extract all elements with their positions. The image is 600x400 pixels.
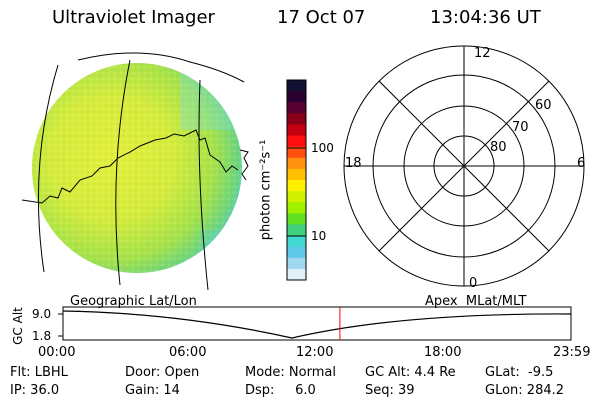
- coastline: [21, 129, 239, 204]
- mlt-label-dusk: 18: [345, 156, 362, 171]
- timeline-y-tick-label: 9.0: [32, 307, 52, 321]
- time-tick-label: 06:00: [169, 345, 207, 360]
- colorbar-band: [287, 91, 306, 103]
- geographic-latitude: GLat: -9.5: [485, 365, 554, 380]
- polar-diagonal: [378, 80, 550, 252]
- geographic-grid-title: Geographic Lat/Lon: [70, 294, 197, 309]
- meridian-line: [115, 59, 131, 286]
- parallel-line: [77, 52, 245, 83]
- altitude-curve: [62, 310, 572, 339]
- geographic-grid: [21, 52, 249, 291]
- colorbar-band: [287, 102, 306, 114]
- time-label: 13:04:36 UT: [430, 7, 541, 28]
- colorbar-band: [287, 113, 306, 125]
- earth-disk-image: [32, 63, 242, 273]
- colorbar-band: [287, 202, 306, 214]
- coastline: [239, 149, 249, 181]
- sequence-status: Seq: 39: [365, 383, 415, 398]
- colorbar-band: [287, 224, 306, 237]
- gc-altitude-status: GC Alt: 4.4 Re: [365, 365, 456, 380]
- colorbar-band: [287, 124, 306, 137]
- geographic-longitude: GLon: 284.2: [485, 383, 565, 398]
- ip-status: IP: 36.0: [10, 383, 60, 398]
- colorbar: [287, 80, 306, 281]
- colorbar-unit-label: photon cm⁻²s⁻¹: [258, 139, 274, 241]
- gain-status: Gain: 14: [125, 383, 180, 398]
- date-label: 17 Oct 07: [277, 7, 366, 28]
- polar-grid: [343, 45, 585, 287]
- colorbar-band: [287, 235, 306, 248]
- time-tick-label: 23:59: [553, 345, 591, 360]
- mlt-label-noon: 12: [474, 46, 491, 61]
- mlat-label-60: 60: [535, 98, 552, 113]
- colorbar-band: [287, 157, 306, 170]
- time-tick-label: 18:00: [424, 345, 462, 360]
- display-status: Dsp: 6.0: [245, 383, 316, 398]
- timeline-frame: [62, 306, 572, 341]
- colorbar-tick-label: 10: [311, 229, 327, 243]
- mlt-label-midnight: 0: [469, 276, 478, 291]
- filter-status: Flt: LBHL: [10, 365, 68, 380]
- colorbar-band: [287, 246, 306, 259]
- colorbar-band: [287, 80, 306, 92]
- colorbar-band: [287, 213, 306, 225]
- meridian-line: [198, 79, 209, 291]
- instrument-title: Ultraviolet Imager: [52, 7, 215, 28]
- timeline-y-tick-label: 1.8: [32, 329, 52, 343]
- colorbar-frame: [286, 79, 307, 281]
- time-tick-label: 12:00: [296, 345, 334, 360]
- colorbar-band: [287, 191, 306, 203]
- colorbar-band: [287, 146, 306, 159]
- orbit-timeline-plot: [58, 306, 572, 341]
- mlat-label-80: 80: [490, 140, 507, 155]
- colorbar-band: [287, 135, 306, 148]
- time-tick-label: 00:00: [38, 345, 76, 360]
- meridian-line: [37, 64, 59, 273]
- colorbar-band: [287, 168, 306, 181]
- apex-grid-title: Apex MLat/MLT: [425, 294, 527, 309]
- colorbar-band: [287, 268, 306, 281]
- mlat-label-70: 70: [512, 120, 529, 135]
- colorbar-band: [287, 257, 306, 270]
- colorbar-band: [287, 180, 306, 192]
- mlt-label-dawn: 6: [577, 156, 586, 171]
- door-status: Door: Open: [125, 365, 200, 380]
- mode-status: Mode: Normal: [245, 365, 336, 380]
- timeline-axis-label: GC Alt: [11, 307, 25, 345]
- colorbar-tick-label: 100: [311, 141, 334, 155]
